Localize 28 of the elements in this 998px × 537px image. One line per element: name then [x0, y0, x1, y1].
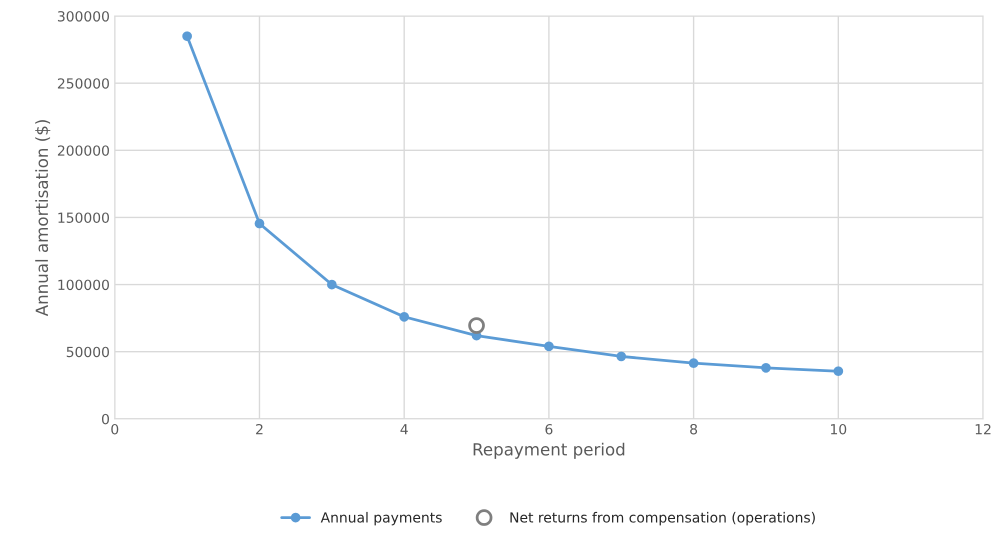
legend-label: Annual payments	[320, 512, 442, 526]
x-axis-title: Repayment period	[474, 442, 624, 459]
legend-label: Net returns from compensation (operations)	[510, 512, 815, 526]
y-tick-label: 200000	[58, 145, 109, 156]
point	[326, 280, 337, 290]
x-tick-label: 12	[976, 424, 990, 434]
y-tick-label: 100000	[58, 280, 109, 290]
point	[468, 317, 485, 334]
point	[182, 31, 192, 42]
point	[254, 218, 264, 228]
point	[544, 342, 554, 352]
y-tick-label: 0	[102, 414, 109, 424]
x-tick-label: 0	[111, 424, 118, 434]
y-tick-label: 300000	[58, 11, 109, 22]
point	[761, 362, 771, 373]
y-tick-label: 150000	[58, 212, 109, 223]
y-tick-label: 50000	[66, 346, 109, 358]
point	[833, 366, 844, 376]
point	[616, 352, 626, 362]
y-axis-title: Annual amortisation ($)	[35, 120, 50, 316]
point	[688, 358, 698, 368]
x-tick-label: 10	[831, 424, 846, 434]
x-tick-label: 2	[256, 424, 263, 434]
point	[399, 312, 410, 322]
y-tick-label: 250000	[58, 78, 109, 89]
x-tick-label: 4	[400, 424, 408, 434]
x-tick-label: 8	[690, 424, 698, 434]
x-tick-label: 6	[545, 424, 552, 434]
